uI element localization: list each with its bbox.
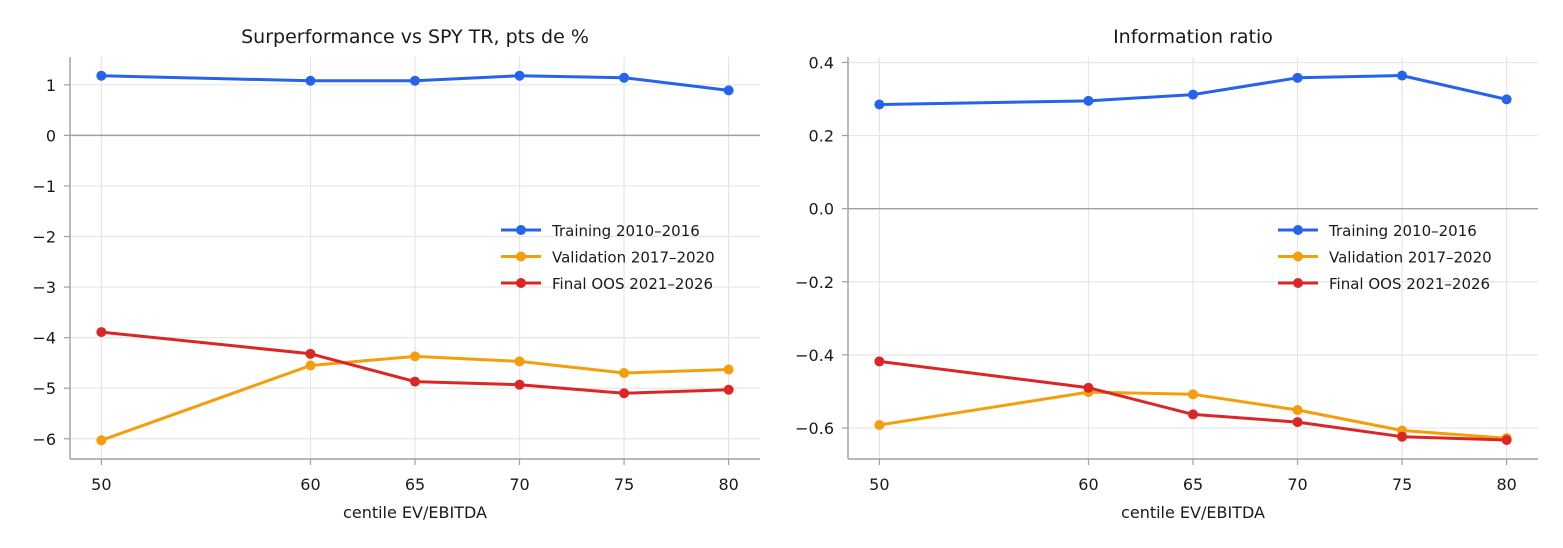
data-point bbox=[723, 364, 734, 375]
data-point bbox=[1501, 94, 1512, 105]
data-point bbox=[305, 348, 316, 359]
legend-marker bbox=[516, 251, 526, 262]
data-point bbox=[305, 360, 316, 371]
series-line-2 bbox=[877, 390, 1509, 440]
data-point bbox=[410, 75, 420, 86]
data-point bbox=[619, 388, 630, 399]
data-point bbox=[514, 379, 525, 390]
data-point bbox=[874, 420, 885, 431]
data-point bbox=[305, 75, 316, 86]
y-tick-label: 0.4 bbox=[809, 53, 834, 72]
x-tick-label: 50 bbox=[91, 475, 111, 494]
y-tick-label: 0 bbox=[46, 126, 56, 145]
x-tick-label: 75 bbox=[1392, 475, 1412, 494]
x-tick-label: 60 bbox=[300, 475, 320, 494]
y-tick-label: −0.2 bbox=[795, 273, 834, 292]
data-point bbox=[874, 356, 885, 367]
y-tick-label: −0.4 bbox=[795, 346, 834, 365]
legend-marker bbox=[516, 278, 526, 288]
legend-label: Final OOS 2021–2026 bbox=[1329, 275, 1490, 293]
data-point bbox=[1188, 389, 1198, 400]
data-point bbox=[514, 356, 525, 367]
data-point bbox=[619, 72, 630, 83]
data-point bbox=[410, 376, 420, 387]
legend-label: Validation 2017–2020 bbox=[1329, 249, 1492, 267]
data-point bbox=[96, 435, 107, 446]
data-point bbox=[1083, 382, 1094, 393]
y-tick-label: −5 bbox=[32, 379, 56, 398]
data-point bbox=[1501, 434, 1512, 445]
panel-2: 0.4 0.2 0.0 −0.2 −0.4 −0.6 50 60 65 70 75 80 Informa… bbox=[795, 26, 1538, 522]
data-point bbox=[1292, 72, 1303, 83]
y-tick-label: −2 bbox=[32, 228, 56, 247]
data-point bbox=[723, 85, 734, 96]
data-point bbox=[1292, 405, 1303, 416]
y-tick-label: 0.0 bbox=[809, 200, 834, 219]
series-line-1 bbox=[877, 74, 1509, 106]
data-point bbox=[1397, 70, 1408, 81]
legend-label: Validation 2017–2020 bbox=[552, 249, 715, 267]
data-point bbox=[1188, 409, 1198, 420]
x-tick-label: 60 bbox=[1078, 475, 1098, 494]
x-tick-label: 80 bbox=[1496, 475, 1516, 494]
legend-marker bbox=[1293, 225, 1303, 235]
x-axis-label: centile EV/EBITDA bbox=[1121, 503, 1265, 522]
y-tick-label: −0.6 bbox=[795, 419, 834, 438]
x-tick-label: 65 bbox=[405, 475, 425, 494]
legend-marker bbox=[1293, 278, 1303, 288]
x-tick-label: 65 bbox=[1183, 475, 1203, 494]
x-axis-label: centile EV/EBITDA bbox=[343, 503, 487, 522]
legend-label: Training 2010–2016 bbox=[551, 222, 700, 240]
y-tick-label: −1 bbox=[32, 177, 56, 196]
x-tick-label: 70 bbox=[1287, 475, 1307, 494]
data-point bbox=[1292, 417, 1303, 428]
legend: Training 2010–2016 Validation 2017–2020 Fi… bbox=[501, 222, 715, 293]
y-tick-label: 0.2 bbox=[809, 127, 834, 146]
data-point bbox=[619, 368, 630, 379]
data-point bbox=[96, 70, 107, 81]
panel-1: 1 0 −1 −2 −3 −4 −5 −6 50 60 65 70 75 80 Surperformance… bbox=[32, 26, 760, 522]
x-tick-label: 50 bbox=[869, 475, 889, 494]
legend-label: Training 2010–2016 bbox=[1328, 222, 1477, 240]
x-tick-label: 80 bbox=[718, 475, 738, 494]
series-line-3 bbox=[99, 330, 731, 395]
data-point bbox=[514, 70, 525, 81]
data-point bbox=[410, 351, 420, 362]
data-point bbox=[1188, 89, 1198, 100]
data-point bbox=[874, 99, 885, 110]
legend-marker bbox=[516, 225, 526, 235]
y-tick-label: −4 bbox=[32, 329, 56, 348]
legend: Training 2010–2016 Validation 2017–2020 Fi… bbox=[1278, 222, 1492, 293]
x-tick-label: 75 bbox=[614, 475, 634, 494]
data-point bbox=[1083, 95, 1094, 106]
y-tick-label: 1 bbox=[46, 76, 56, 95]
y-tick-label: −3 bbox=[32, 278, 56, 297]
data-point bbox=[723, 384, 734, 395]
x-tick-label: 70 bbox=[509, 475, 529, 494]
data-point bbox=[1397, 431, 1408, 442]
series-line-1 bbox=[99, 74, 731, 92]
y-tick-label: −6 bbox=[32, 430, 56, 449]
series-line-2 bbox=[99, 354, 731, 442]
series-line-3 bbox=[877, 359, 1509, 442]
legend-label: Final OOS 2021–2026 bbox=[552, 275, 713, 293]
legend-marker bbox=[1293, 251, 1303, 262]
chart-title: Surperformance vs SPY TR, pts de % bbox=[241, 26, 589, 48]
data-point bbox=[96, 327, 107, 338]
chart-title: Information ratio bbox=[1113, 26, 1273, 48]
